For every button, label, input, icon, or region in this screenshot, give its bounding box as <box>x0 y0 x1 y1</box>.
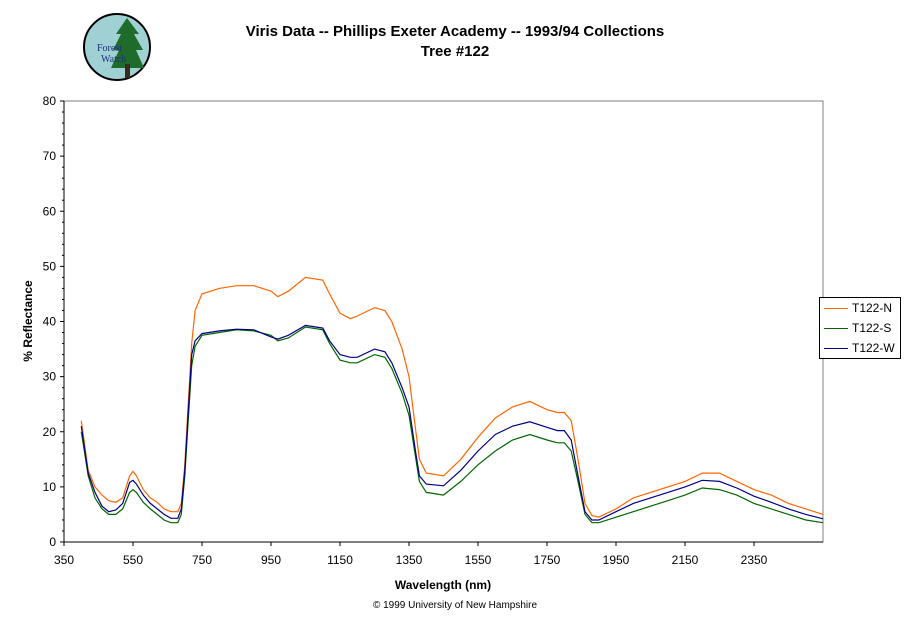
x-tick-label: 550 <box>123 553 143 567</box>
legend-label-t122-w: T122-W <box>852 341 895 355</box>
legend-item-t122-w: T122-W <box>824 339 900 357</box>
legend-item-t122-n: T122-N <box>824 299 900 317</box>
chart-legend: T122-N T122-S T122-W <box>819 297 901 359</box>
y-tick-label: 20 <box>43 425 57 439</box>
legend-item-t122-s: T122-S <box>824 319 900 337</box>
svg-text:Watch: Watch <box>101 54 126 65</box>
y-tick-label: 0 <box>49 535 56 549</box>
x-tick-label: 1350 <box>396 553 423 567</box>
y-tick-label: 70 <box>43 149 57 163</box>
x-tick-label: 1950 <box>603 553 630 567</box>
legend-label-t122-s: T122-S <box>852 321 892 335</box>
x-axis-title: Wavelength (nm) <box>395 578 491 592</box>
x-tick-label: 2150 <box>672 553 699 567</box>
series-line-t122-n <box>80 276 824 518</box>
legend-swatch-t122-w <box>824 348 848 349</box>
series-lines <box>80 276 824 524</box>
legend-swatch-t122-s <box>824 328 848 329</box>
y-tick-label: 60 <box>43 204 57 218</box>
x-tick-label: 2350 <box>741 553 768 567</box>
x-tick-label: 1150 <box>327 553 353 567</box>
chart-title-line2: Tree #122 <box>420 43 490 60</box>
chart-title-line1: Viris Data -- Phillips Exeter Academy --… <box>245 23 665 40</box>
x-tick-label: 950 <box>261 553 281 567</box>
y-tick-label: 10 <box>43 480 57 494</box>
y-axis-title: % Reflectance <box>21 280 35 362</box>
series-line-t122-w <box>80 324 824 521</box>
chart-title: Viris Data -- Phillips Exeter Academy --… <box>150 22 760 62</box>
x-tick-label: 350 <box>54 553 74 567</box>
forest-watch-logo: Forest Watch <box>81 12 153 82</box>
y-tick-label: 30 <box>43 370 57 384</box>
x-tick-label: 750 <box>192 553 212 567</box>
y-tick-label: 40 <box>43 315 57 329</box>
x-axis: 350 550 750 950 1150 1350 1550 1750 1950 2150 2350 <box>54 541 823 567</box>
copyright-note: © 1999 University of New Hampshire <box>372 600 538 611</box>
x-tick-label: 1750 <box>534 553 561 567</box>
y-axis: 0 10 20 30 40 50 60 70 80 <box>43 94 65 549</box>
svg-text:Forest: Forest <box>97 43 122 54</box>
legend-label-t122-n: T122-N <box>852 301 893 315</box>
y-tick-label: 50 <box>43 259 57 273</box>
x-tick-label: 1550 <box>465 553 492 567</box>
legend-swatch-t122-n <box>824 308 848 309</box>
y-tick-label: 80 <box>43 94 57 108</box>
series-line-t122-s <box>80 326 824 524</box>
